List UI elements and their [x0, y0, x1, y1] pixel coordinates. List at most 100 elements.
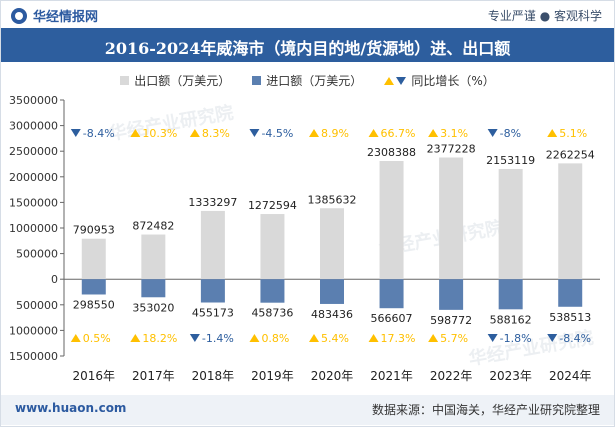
export-growth-label: 5.1% [559, 127, 587, 140]
x-tick-label: 2017年 [132, 369, 175, 383]
y-tick-label: 1500000 [9, 196, 58, 209]
import-bar [81, 279, 106, 295]
export-value-label: 2153119 [486, 154, 535, 167]
import-growth-label: 0.5% [83, 332, 111, 345]
import-value-label: 598772 [430, 314, 472, 327]
import-swatch [252, 76, 262, 85]
growth-up-icon [428, 334, 439, 342]
import-bar [320, 279, 344, 304]
import-value-label: 298550 [73, 298, 115, 311]
export-value-label: 2308388 [367, 146, 416, 159]
logo-icon [11, 7, 27, 24]
growth-up-icon [428, 129, 439, 137]
import-bar [498, 279, 523, 310]
import-bar [379, 279, 404, 309]
growth-down-icon [189, 334, 200, 342]
export-growth-label: 66.7% [381, 127, 416, 140]
export-growth-label: -4.5% [261, 127, 293, 140]
title-bar: 2016-2024年威海市（境内目的地/货源地）进、出口额 [1, 28, 614, 62]
import-growth-label: -1.8% [500, 332, 532, 345]
export-value-label: 1272594 [248, 199, 297, 212]
top-bar: 华经情报网 专业严谨 ● 客观科学 [1, 1, 614, 27]
site-link[interactable]: www.huaon.com [15, 401, 127, 415]
import-bar [141, 279, 166, 298]
export-value-label: 1333297 [188, 196, 237, 209]
export-bar [498, 168, 523, 280]
y-tick-label: 2500000 [9, 145, 58, 158]
y-tick-label: 1500000 [9, 350, 58, 363]
y-tick-label: 3500000 [9, 94, 58, 107]
import-growth-label: -8.4% [559, 332, 591, 345]
growth-down-icon [487, 334, 498, 342]
export-bar [439, 157, 464, 280]
legend-import: 进口额（万美元） [252, 72, 362, 89]
export-growth-label: -8% [500, 127, 521, 140]
export-value-label: 1385632 [308, 193, 357, 206]
y-tick-label: 500000 [16, 248, 58, 261]
chart-title: 2016-2024年威海市（境内目的地/货源地）进、出口额 [104, 39, 511, 58]
import-value-label: 538513 [549, 311, 591, 324]
import-growth-label: 17.3% [381, 332, 416, 345]
x-tick-label: 2020年 [311, 369, 354, 383]
growth-down-icon [249, 129, 260, 137]
growth-up-icon [309, 129, 319, 137]
y-tick-label: 1000000 [9, 324, 58, 337]
growth-down-icon [487, 129, 498, 137]
x-tick-label: 2019年 [251, 369, 294, 383]
import-growth-label: 5.4% [321, 332, 349, 345]
import-bar [260, 279, 285, 303]
export-bar [320, 208, 344, 280]
growth-up-icon [368, 129, 379, 137]
y-tick-label: 500000 [16, 299, 58, 312]
import-growth-label: 18.2% [142, 332, 177, 345]
footer: www.huaon.com 数据来源：中国海关，华经产业研究院整理 [1, 395, 614, 425]
growth-up-icon [70, 334, 81, 342]
growth-up-icon [189, 129, 200, 137]
y-tick-label: 3000000 [9, 120, 58, 133]
import-growth-label: 5.7% [440, 332, 468, 345]
export-growth-label: 3.1% [440, 127, 468, 140]
brand-logo[interactable]: 华经情报网 [11, 6, 98, 25]
export-bar [558, 163, 583, 280]
growth-down-icon [70, 129, 81, 137]
legend-import-label: 进口额（万美元） [266, 74, 363, 88]
import-value-label: 458736 [251, 307, 293, 320]
export-growth-label: -8.4% [83, 127, 115, 140]
import-bar [200, 279, 225, 303]
legend-export-label: 出口额（万美元） [134, 74, 231, 88]
export-growth-label: 8.3% [202, 127, 230, 140]
x-tick-label: 2016年 [73, 369, 116, 383]
import-value-label: 588162 [490, 313, 532, 326]
import-value-label: 353020 [132, 301, 174, 314]
export-growth-label: 10.3% [142, 127, 177, 140]
up-triangle-icon [384, 76, 395, 85]
y-tick-label: 2000000 [9, 171, 58, 184]
import-bar [439, 279, 464, 310]
growth-up-icon [368, 334, 379, 342]
down-triangle-icon [396, 76, 407, 85]
export-bar [141, 234, 166, 280]
legend-yoy-label: 同比增长（%） [411, 74, 495, 88]
export-bar [200, 210, 225, 280]
import-growth-label: -1.4% [202, 332, 234, 345]
x-tick-label: 2023年 [489, 369, 532, 383]
y-tick-label: 1000000 [9, 222, 58, 235]
import-value-label: 566607 [371, 312, 413, 325]
import-value-label: 483436 [311, 308, 353, 321]
export-bar [81, 238, 106, 280]
x-tick-label: 2018年 [192, 369, 235, 383]
export-swatch [120, 76, 130, 85]
x-tick-label: 2024年 [549, 369, 592, 383]
growth-down-icon [547, 334, 558, 342]
export-value-label: 790953 [73, 224, 115, 237]
legend: 出口额（万美元） 进口额（万美元） 同比增长（%） [0, 72, 615, 89]
export-bar [260, 214, 285, 280]
growth-up-icon [130, 334, 141, 342]
export-value-label: 2377228 [427, 142, 476, 155]
brand-name: 华经情报网 [33, 10, 99, 25]
export-value-label: 872482 [132, 220, 174, 233]
export-growth-label: 8.9% [321, 127, 349, 140]
growth-up-icon [130, 129, 141, 137]
y-tick-label: 0 [51, 273, 58, 286]
